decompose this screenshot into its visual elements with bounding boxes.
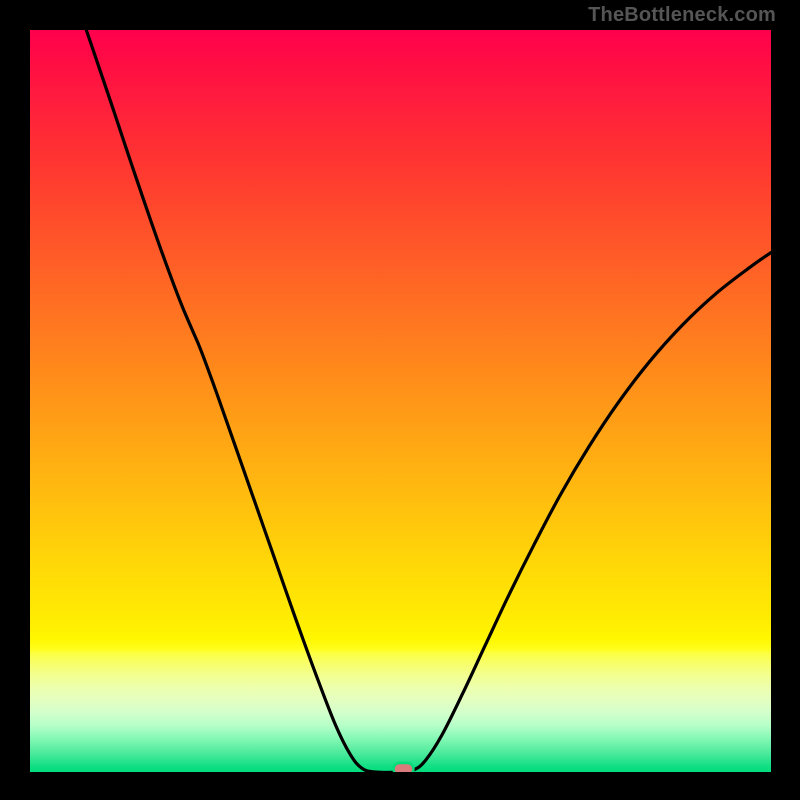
chart-frame: TheBottleneck.com xyxy=(0,0,800,800)
gradient-background xyxy=(30,30,771,772)
watermark-text: TheBottleneck.com xyxy=(588,4,776,27)
